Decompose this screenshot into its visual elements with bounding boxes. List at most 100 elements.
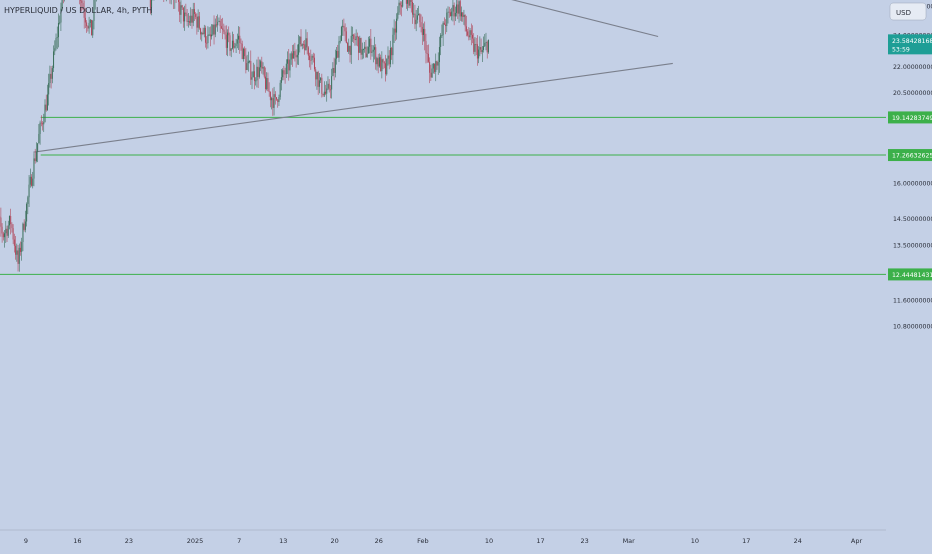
candle-body: [304, 44, 305, 50]
candle-body: [375, 47, 376, 64]
candle-body: [361, 38, 362, 55]
candle-body: [429, 62, 430, 73]
x-tick-label: 23: [580, 537, 588, 545]
candle-body: [188, 21, 189, 22]
candle-body: [390, 48, 391, 64]
candle-body: [236, 44, 237, 47]
y-tick-label: 20.50000000: [893, 90, 932, 97]
candle-body: [417, 15, 418, 19]
candle-body: [296, 55, 297, 57]
candle-body: [450, 12, 451, 16]
candle-body: [312, 56, 313, 60]
candle-body: [448, 12, 449, 13]
candle-body: [27, 197, 28, 204]
candle-body: [267, 78, 268, 91]
candle-body: [249, 61, 250, 62]
candle-body: [316, 72, 317, 79]
candle-body: [468, 35, 469, 37]
candle-body: [24, 224, 25, 230]
candle-body: [271, 98, 272, 100]
candle-body: [14, 240, 15, 246]
candle-body: [287, 59, 288, 63]
candle-body: [485, 42, 486, 43]
x-tick-label: 9: [24, 537, 28, 545]
currency-button-label[interactable]: USD: [896, 9, 911, 17]
candle-body: [232, 41, 233, 49]
candle-body: [406, 0, 407, 4]
candle-body: [231, 49, 232, 51]
candle-body: [378, 58, 379, 66]
candle-body: [470, 30, 471, 37]
candle-body: [18, 250, 19, 263]
candle-body: [200, 28, 201, 34]
candle-body: [199, 16, 200, 28]
candle-body: [334, 68, 335, 73]
candle-body: [467, 31, 468, 35]
currency-button[interactable]: USD: [890, 3, 926, 20]
candle-body: [392, 35, 393, 55]
candle-body: [424, 29, 425, 41]
candle-body: [386, 59, 387, 74]
candle-body: [38, 134, 39, 143]
candle-body: [346, 31, 347, 43]
candle-body: [384, 62, 385, 63]
candle-body: [342, 26, 343, 27]
candle-body: [379, 57, 380, 66]
candle-body: [478, 50, 479, 59]
candle-body: [215, 24, 216, 34]
candle-body: [265, 77, 266, 89]
candle-body: [394, 29, 395, 35]
candle-body: [472, 35, 473, 39]
candle-body: [445, 25, 446, 26]
candle-body: [292, 53, 293, 58]
candle-body: [307, 38, 308, 47]
candle-body: [323, 94, 324, 95]
candle-body: [439, 47, 440, 62]
candle-body: [314, 58, 315, 70]
candle-body: [376, 58, 377, 64]
candle-body: [189, 21, 190, 23]
candle-body: [43, 122, 44, 124]
candle-body: [48, 83, 49, 94]
candle-body: [454, 5, 455, 16]
candle-body: [0, 218, 1, 227]
candle-body: [381, 59, 382, 71]
candle-body: [250, 61, 251, 80]
candle-body: [282, 70, 283, 77]
candle-body: [359, 38, 360, 53]
price-badge-support-3-text: 12.44481431: [892, 272, 932, 279]
candle-body: [33, 158, 34, 178]
candle-body: [210, 34, 211, 36]
candle-body: [19, 248, 20, 264]
candle-body: [488, 40, 489, 53]
candle-body: [410, 0, 411, 6]
candle-body: [198, 16, 199, 27]
y-tick-label: 10.80000000: [893, 324, 932, 331]
candle-body: [227, 33, 228, 48]
candle-body: [41, 123, 42, 124]
candle-body: [91, 20, 92, 35]
candle-body: [37, 143, 38, 152]
candle-body: [58, 23, 59, 37]
candle-body: [237, 40, 238, 44]
candle-body: [455, 13, 456, 16]
x-tick-label: Mar: [623, 537, 636, 545]
candle-body: [54, 48, 55, 51]
candle-body: [238, 36, 239, 40]
candle-body: [90, 20, 91, 23]
candle-body: [46, 105, 47, 111]
candle-body: [347, 43, 348, 52]
y-tick-label: 14.50000000: [893, 216, 932, 223]
x-tick-label: 20: [331, 537, 339, 545]
candle-body: [16, 250, 17, 254]
candle-body: [258, 67, 259, 77]
candle-body: [338, 41, 339, 57]
y-tick-label: 11.60000000: [893, 298, 932, 305]
candle-body: [330, 89, 331, 90]
x-tick-label: 24: [794, 537, 802, 545]
candle-body: [209, 34, 210, 35]
candle-body: [297, 55, 298, 58]
